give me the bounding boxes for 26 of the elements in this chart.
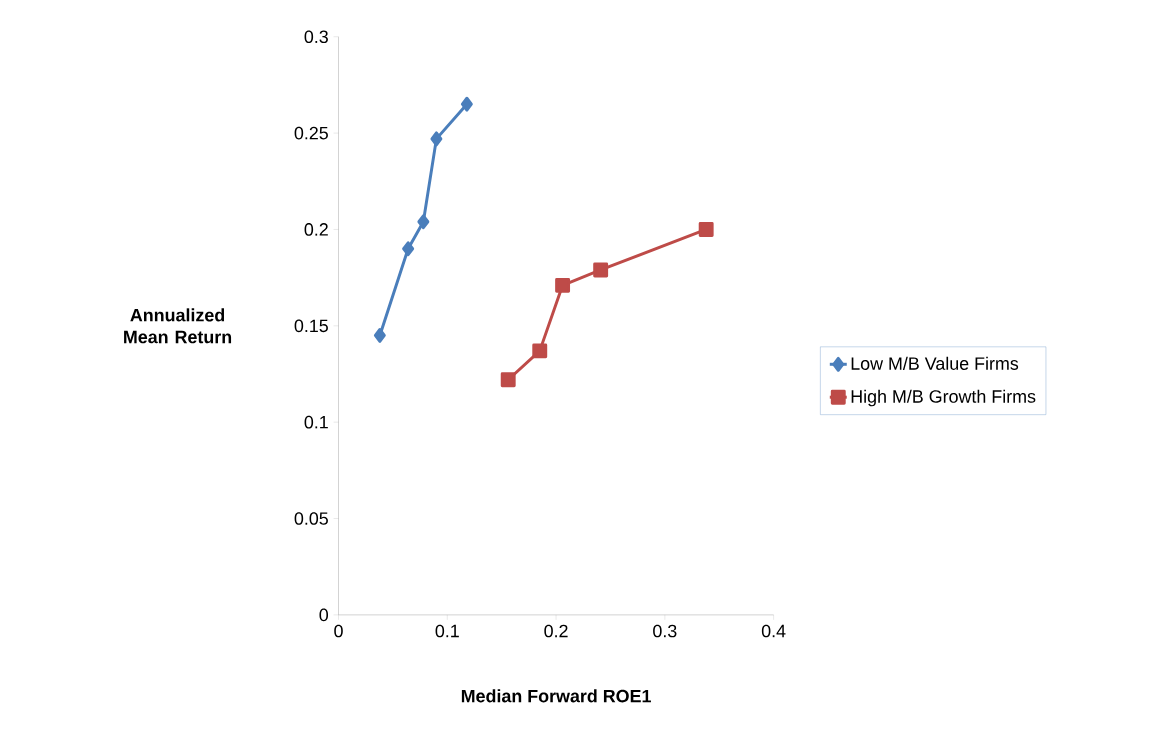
legend-label: High M/B Growth Firms (851, 389, 1036, 407)
x-tick-label: 0 (334, 624, 343, 638)
point (698, 222, 714, 237)
y-tick-label: 0 (319, 608, 329, 622)
x-tick-label: 0.3 (653, 624, 677, 638)
y-tick-label: 0.05 (294, 512, 328, 525)
point (460, 96, 473, 112)
y-tick-label: 0.3 (304, 30, 328, 44)
point (593, 262, 609, 278)
x-axis-title: Median Forward ROE1 (461, 689, 651, 703)
legend-label: Low M/B Value Firms (851, 356, 1019, 370)
point (500, 372, 516, 388)
y-tick-label: 0.1 (304, 415, 328, 429)
point (532, 343, 548, 359)
x-tick-label: 0.4 (761, 624, 786, 638)
point (417, 214, 430, 230)
x-tick-label: 0.2 (544, 624, 568, 638)
point (430, 131, 443, 147)
y-tick-label: 0.2 (304, 223, 328, 236)
y-tick-label: 0.25 (294, 126, 328, 140)
point (555, 277, 571, 293)
y-axis-title: Annualized Mean Return (124, 308, 232, 344)
y-tick-label: 0.15 (294, 319, 328, 333)
point (373, 328, 386, 343)
x-tick-label: 0.1 (435, 624, 459, 638)
point (402, 241, 415, 257)
